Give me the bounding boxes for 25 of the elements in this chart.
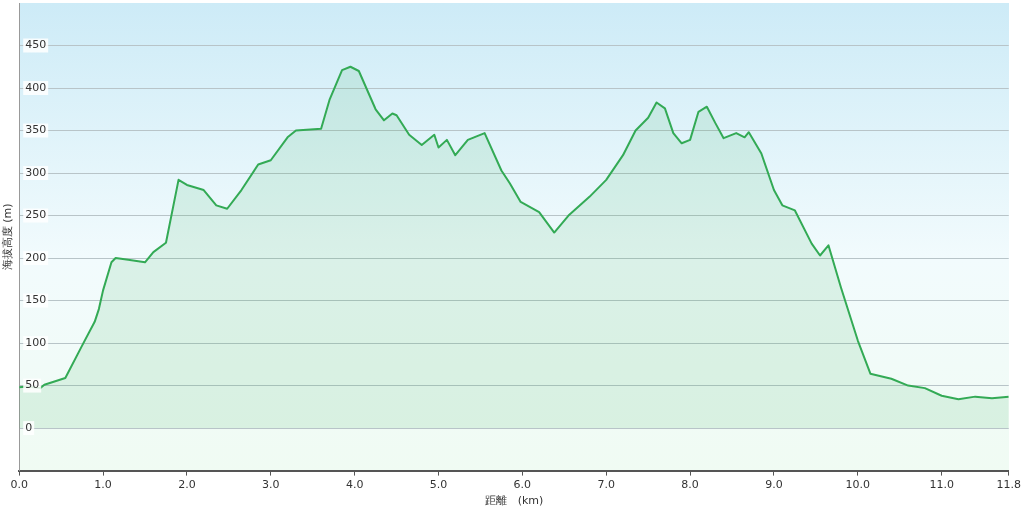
y-axis-title: 海拔高度 (m): [1, 203, 15, 271]
y-tick-label: 150: [25, 293, 47, 307]
y-tick-label: 0: [25, 420, 33, 434]
y-tick-label: 450: [25, 38, 47, 52]
x-tick-label: 7.0: [597, 478, 615, 492]
y-tick-label: 200: [25, 250, 47, 264]
y-tick-label: 100: [25, 335, 47, 349]
x-tick-label: 4.0: [345, 478, 364, 492]
y-tick-label: 300: [25, 165, 47, 179]
x-tick-label: 0.0: [10, 478, 28, 492]
y-tick-label: 350: [25, 123, 47, 137]
y-tick-label: 50: [25, 378, 40, 392]
x-tick-label: 8.0: [681, 478, 699, 492]
x-tick-label: 9.0: [765, 478, 783, 492]
x-tick-label: 10.0: [845, 478, 871, 492]
x-tick-label: 2.0: [178, 478, 196, 492]
x-tick-label: 5.0: [429, 478, 448, 492]
x-tick-label: 1.0: [94, 478, 112, 492]
x-tick-label: 11.8: [996, 478, 1021, 492]
y-tick-label: 400: [25, 80, 47, 94]
x-tick-label: 3.0: [262, 478, 280, 492]
y-tick-label: 250: [25, 208, 47, 222]
x-tick-label: 6.0: [513, 478, 532, 492]
x-tick-label: 11.0: [929, 478, 954, 492]
x-axis-title: 距離 (km): [484, 494, 544, 508]
